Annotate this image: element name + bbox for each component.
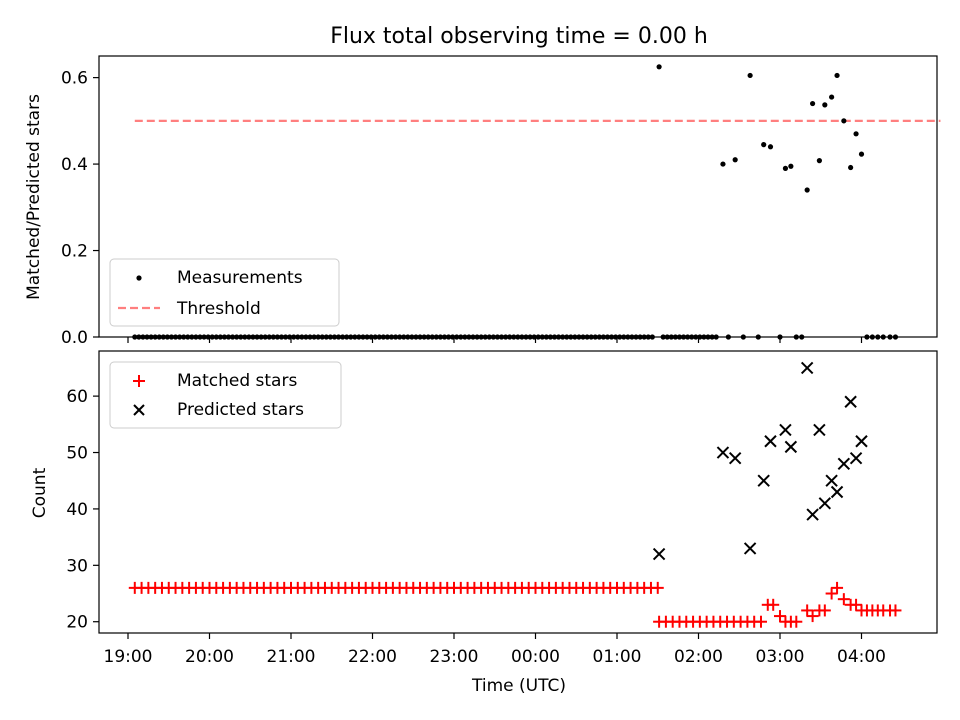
measurement-point — [732, 157, 738, 163]
measurement-point — [782, 165, 789, 171]
measurement-point — [747, 72, 753, 79]
xtick-label: 20:00 — [185, 647, 234, 667]
xtick-label: 23:00 — [430, 647, 479, 667]
top-ytick-label: 0.4 — [61, 155, 88, 175]
predicted-star-point — [728, 451, 742, 465]
bottom-legend-box — [109, 361, 342, 429]
matched-star-point — [831, 581, 844, 594]
predicted-star-point — [779, 423, 792, 437]
measurement-point — [804, 187, 810, 193]
xtick-label: 00:00 — [511, 647, 560, 667]
top-ylabel: Matched/Predicted stars — [24, 94, 44, 300]
predicted-star-point — [764, 435, 777, 448]
matched-star-point — [767, 598, 780, 611]
top-x-axis-ticks — [127, 337, 863, 343]
top-ytick-label: 0.6 — [61, 69, 88, 89]
legend-matched-label: Matched stars — [177, 371, 297, 391]
predicted-star-point — [813, 423, 826, 437]
legend-measurements-label: Measurements — [177, 268, 303, 288]
xtick-label: 19:00 — [104, 647, 153, 667]
measurement-point — [767, 144, 774, 150]
bottom-ytick-label: 30 — [66, 556, 88, 576]
predicted-star-point — [652, 547, 666, 561]
matched-star-point — [825, 587, 838, 600]
measurement-point — [858, 151, 865, 157]
predicted-star-point — [757, 474, 770, 487]
bottom-y-axis: 20 30 40 50 60 — [66, 387, 99, 633]
predicted-star-point — [818, 497, 832, 510]
measurement-point — [841, 118, 847, 124]
predicted-star-point — [830, 485, 844, 499]
bottom-panel-plot-area — [128, 361, 902, 628]
measurement-point — [816, 158, 822, 164]
bottom-ytick-label: 50 — [66, 444, 88, 464]
measurement-point — [720, 161, 726, 167]
bottom-panel: 20 30 40 50 60 19:00 20:00 21:00 22:00 23:00 00:0… — [30, 350, 938, 696]
matched-star-point — [837, 593, 850, 606]
legend-predicted-marker — [133, 404, 145, 416]
matched-star-point — [651, 581, 664, 594]
bottom-ytick-label: 60 — [66, 387, 88, 407]
measurement-point — [788, 163, 794, 169]
predicted-star-point — [784, 440, 798, 454]
bottom-panel-frame — [98, 350, 938, 634]
measurement-point — [656, 64, 662, 70]
xtick-label: 04:00 — [837, 647, 886, 667]
predicted-star-point — [716, 446, 730, 459]
predicted-star-point — [849, 451, 863, 465]
measurement-point — [829, 94, 835, 100]
xtick-label: 21:00 — [267, 647, 316, 667]
measurement-point — [848, 164, 854, 171]
top-y-axis: 0.0 0.2 0.4 0.6 — [61, 69, 99, 348]
bottom-ytick-label: 40 — [66, 500, 88, 520]
matched-star-point — [754, 615, 767, 628]
matched-star-point — [801, 604, 814, 617]
top-legend: Measurements Threshold — [109, 258, 340, 327]
xtick-label: 02:00 — [674, 647, 723, 667]
top-legend-box — [109, 258, 340, 327]
matched-star-point — [889, 604, 902, 617]
xtick-label: 03:00 — [756, 647, 805, 667]
bottom-ylabel: Count — [30, 467, 50, 518]
matched-star-point — [850, 598, 863, 611]
predicted-star-point — [844, 395, 857, 408]
xtick-label: 22:00 — [348, 647, 397, 667]
matched-star-point — [806, 610, 819, 623]
matched-star-point — [818, 604, 831, 617]
matched-star-point — [774, 610, 786, 623]
matched-star-point — [790, 615, 803, 628]
legend-matched-marker — [133, 375, 145, 387]
predicted-star-point — [743, 542, 757, 555]
measurement-point — [853, 131, 859, 137]
measurement-point — [822, 102, 828, 108]
predicted-star-point — [855, 435, 868, 448]
bottom-ytick-label: 20 — [66, 613, 88, 633]
measurement-point — [810, 100, 816, 107]
predicted-star-point — [837, 457, 851, 471]
bottom-x-axis: 19:00 20:00 21:00 22:00 23:00 00:00 01:00 02:00… — [104, 633, 886, 667]
xtick-label: 01:00 — [593, 647, 642, 667]
top-panel: 0.0 0.2 0.4 0.6 Matched/Predicted stars Mea… — [24, 55, 941, 348]
predicted-star-point — [800, 361, 814, 375]
top-ytick-label: 0.2 — [61, 242, 88, 262]
measurement-point — [834, 72, 840, 79]
legend-threshold-label: Threshold — [176, 299, 261, 319]
x-axis-label: Time (UTC) — [471, 676, 566, 696]
top-ytick-label: 0.0 — [61, 328, 88, 348]
chart-title: Flux total observing time = 0.00 h — [330, 24, 708, 49]
measurement-point — [761, 142, 767, 148]
predicted-star-point — [806, 508, 819, 521]
predicted-star-point — [825, 474, 838, 487]
bottom-legend: Matched stars Predicted stars — [109, 361, 342, 429]
top-panel-frame — [98, 55, 938, 338]
legend-predicted-label: Predicted stars — [177, 400, 304, 420]
legend-measurements-marker — [136, 275, 142, 281]
